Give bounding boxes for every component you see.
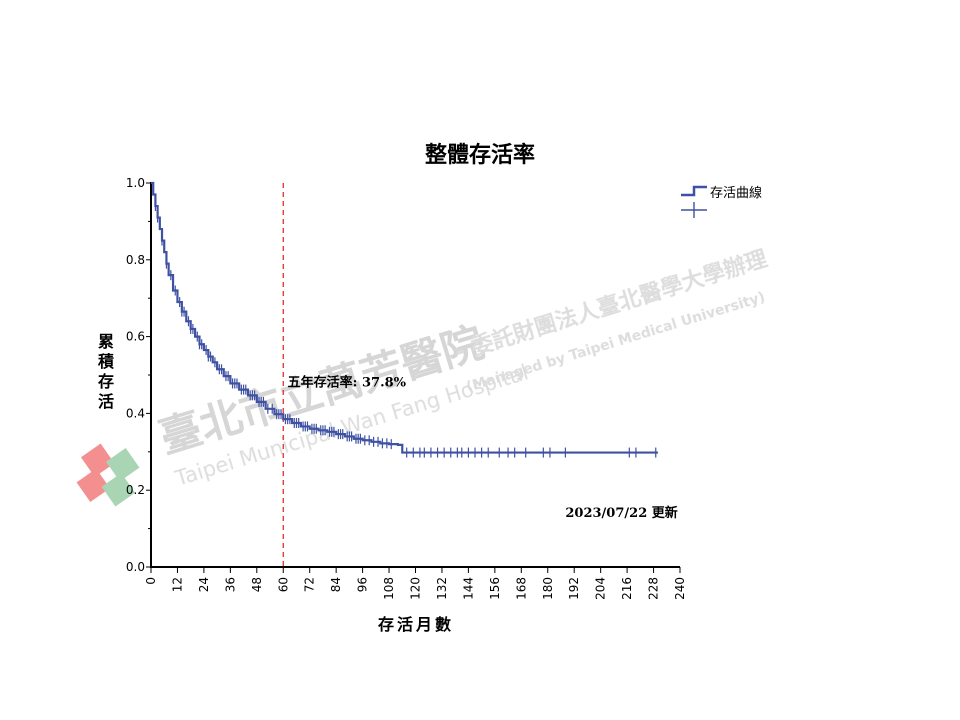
x-tick-label: 72 xyxy=(303,577,317,592)
x-tick-label: 168 xyxy=(514,577,528,600)
x-tick-label: 108 xyxy=(382,577,396,600)
x-tick-label: 156 xyxy=(488,577,502,600)
y-tick-label: 1.0 xyxy=(126,176,145,190)
x-ticks: 0 12 24 36 48 60 72 84 96 108 120 132 144 156 168 180 19… xyxy=(144,567,687,600)
x-tick-label: 0 xyxy=(144,577,158,585)
x-tick-label: 144 xyxy=(461,577,475,600)
x-tick-label: 132 xyxy=(435,577,449,600)
x-tick-label: 60 xyxy=(276,577,290,592)
x-tick-label: 216 xyxy=(620,577,634,600)
x-tick-label: 228 xyxy=(647,577,661,600)
x-tick-label: 180 xyxy=(541,577,555,600)
chart-title: 整體存活率 xyxy=(425,142,535,168)
hospital-watermark: 臺北市立萬芳醫院 - 委託財團法人臺北醫學大學辦理 Taipei Municip… xyxy=(76,246,770,507)
y-tick-label: 0.0 xyxy=(126,560,145,574)
legend-step-line-icon xyxy=(681,185,707,197)
y-tick-label: 0.2 xyxy=(126,483,145,497)
y-tick-label: 0.8 xyxy=(126,253,145,267)
x-tick-label: 204 xyxy=(594,577,608,600)
y-axis-label-char: 存 xyxy=(98,372,114,391)
x-tick-label: 120 xyxy=(409,577,423,600)
y-ticks: 0.0 0.2 0.4 0.6 0.8 1.0 xyxy=(126,176,151,574)
y-axis-label-char: 積 xyxy=(97,352,115,371)
x-tick-label: 36 xyxy=(223,577,237,592)
y-tick-label: 0.6 xyxy=(126,330,145,344)
x-tick-label: 24 xyxy=(197,577,211,592)
y-tick-label: 0.4 xyxy=(126,406,145,420)
x-axis-label: 存活月數 xyxy=(378,615,454,634)
legend: 存活曲線 xyxy=(681,185,762,218)
hospital-logo-icon xyxy=(76,443,140,507)
x-tick-label: 48 xyxy=(250,577,264,592)
y-axis-label-char: 累 xyxy=(98,332,114,351)
x-tick-label: 84 xyxy=(329,577,343,592)
x-tick-label: 96 xyxy=(356,577,370,592)
legend-label-survival-curve: 存活曲線 xyxy=(710,185,762,201)
legend-censor-mark-icon xyxy=(681,202,707,218)
x-tick-label: 192 xyxy=(567,577,581,600)
update-date-annotation: 2023/07/22 更新 xyxy=(565,505,677,521)
x-tick-label: 240 xyxy=(673,577,687,600)
y-axis-label-char: 活 xyxy=(98,392,114,411)
five-year-survival-annotation: 五年存活率: 37.8% xyxy=(288,375,407,391)
censor-marks xyxy=(154,201,657,458)
x-tick-label: 12 xyxy=(170,577,184,592)
